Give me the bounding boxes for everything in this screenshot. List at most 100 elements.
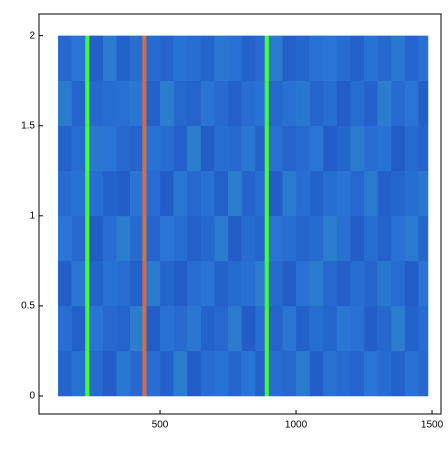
heat-cell	[130, 215, 143, 262]
heat-cell	[323, 260, 338, 307]
heat-cell	[85, 260, 90, 307]
heat-cell	[264, 350, 270, 397]
heat-cell	[142, 170, 147, 217]
heat-cell	[364, 305, 378, 352]
heat-cell	[200, 260, 215, 307]
heat-cell	[146, 215, 161, 262]
heat-cell	[71, 350, 86, 397]
heat-cell	[255, 305, 266, 352]
heat-cell	[58, 125, 72, 172]
heat-cell	[323, 170, 338, 217]
heat-cell	[264, 35, 270, 81]
y-tick-label: 0	[29, 391, 35, 402]
heat-cell	[58, 80, 72, 127]
heat-cell	[350, 215, 365, 262]
heat-cell	[102, 260, 117, 307]
heat-cell	[418, 260, 429, 307]
heat-cell	[336, 305, 351, 352]
heat-cell	[404, 350, 419, 397]
heat-cell	[282, 305, 297, 352]
heat-cell	[404, 80, 419, 127]
heat-cell	[187, 170, 202, 217]
y-tick-label: 1.5	[21, 120, 35, 131]
y-tick-label: 2	[29, 30, 35, 41]
heat-cell	[71, 170, 86, 217]
heat-cell	[146, 350, 161, 397]
heat-cell	[255, 215, 266, 262]
heat-cell	[309, 35, 324, 81]
heat-cell	[214, 125, 229, 172]
heat-cell	[264, 80, 270, 127]
heat-cell	[336, 215, 351, 262]
heat-cell	[187, 305, 202, 352]
heat-cell	[296, 350, 310, 397]
heat-cell	[241, 305, 256, 352]
heat-cell	[214, 350, 229, 397]
heat-cell	[200, 350, 215, 397]
heat-cell	[268, 305, 283, 352]
heat-cell	[102, 35, 117, 81]
heat-cell	[142, 125, 147, 172]
heat-cell	[282, 35, 297, 81]
heat-cell	[404, 170, 419, 217]
heat-cell	[173, 80, 188, 127]
heat-cell	[391, 35, 406, 81]
heat-cell	[85, 350, 90, 397]
heat-cell	[89, 305, 104, 352]
heat-cell	[187, 260, 202, 307]
heat-cell	[350, 80, 365, 127]
heat-cell	[350, 170, 365, 217]
heat-cell	[350, 125, 365, 172]
heat-cell	[130, 305, 143, 352]
heat-cell	[200, 215, 215, 262]
heat-cell	[130, 170, 143, 217]
heat-cell	[102, 305, 117, 352]
heat-cell	[58, 260, 72, 307]
heat-cell	[146, 80, 161, 127]
heat-cell	[268, 350, 283, 397]
heat-cell	[228, 350, 242, 397]
heat-cell	[130, 35, 143, 81]
heat-cell	[89, 215, 104, 262]
heat-cell	[200, 35, 215, 81]
heat-cell	[323, 305, 338, 352]
heat-cell	[264, 260, 270, 307]
heat-cell	[85, 305, 90, 352]
heat-cell	[336, 350, 351, 397]
heat-cell	[102, 80, 117, 127]
heat-cell	[200, 170, 215, 217]
heat-cell	[268, 80, 283, 127]
heat-cell	[336, 125, 351, 172]
heat-cell	[309, 350, 324, 397]
heat-cell	[214, 170, 229, 217]
heat-cell	[173, 35, 188, 81]
heat-cell	[264, 215, 270, 262]
heat-cell	[214, 80, 229, 127]
heat-cell	[58, 305, 72, 352]
heat-cell	[160, 350, 174, 397]
heat-cell	[214, 215, 229, 262]
heat-cell	[142, 35, 147, 81]
heat-cell	[296, 260, 310, 307]
heat-cell	[418, 125, 429, 172]
heat-cell	[130, 350, 143, 397]
heat-cell	[418, 170, 429, 217]
heat-cell	[350, 350, 365, 397]
heat-cell	[377, 305, 392, 352]
heat-cell	[336, 35, 351, 81]
heat-cell	[160, 260, 174, 307]
heat-cell	[282, 260, 297, 307]
heat-cell	[309, 260, 324, 307]
heat-cell	[89, 80, 104, 127]
heat-cell	[323, 350, 338, 397]
heat-cell	[350, 35, 365, 81]
heat-cell	[391, 305, 406, 352]
heat-cell	[296, 305, 310, 352]
heat-cell	[71, 80, 86, 127]
heat-cell	[116, 215, 131, 262]
heat-cell	[187, 350, 202, 397]
heat-cell	[391, 170, 406, 217]
heat-cell	[102, 350, 117, 397]
heat-cell	[160, 215, 174, 262]
heat-cell	[268, 215, 283, 262]
